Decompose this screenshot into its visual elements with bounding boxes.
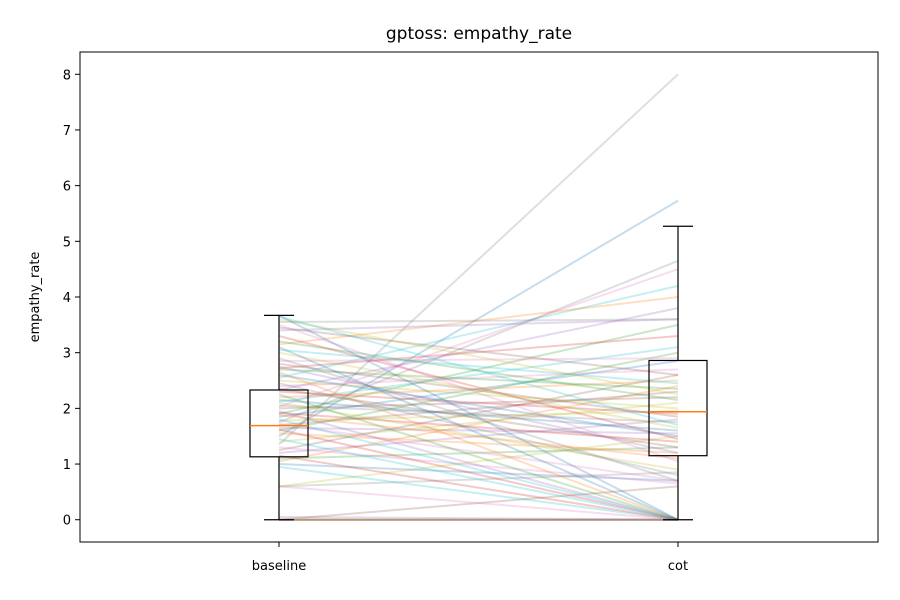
paired-line — [278, 393, 679, 521]
paired-line — [278, 432, 679, 454]
paired-line — [278, 446, 679, 460]
paired-line — [278, 379, 679, 410]
paired-line — [278, 454, 679, 521]
paired-line — [278, 401, 679, 443]
paired-line — [278, 390, 679, 427]
paired-line — [278, 404, 679, 424]
paired-line — [278, 446, 679, 485]
paired-line — [278, 410, 679, 521]
y-tick-label: 0 — [63, 514, 71, 529]
y-axis-label: empathy_rate — [28, 252, 43, 343]
paired-line — [278, 348, 679, 385]
paired-line — [278, 323, 679, 463]
paired-line — [278, 318, 679, 396]
paired-line — [278, 199, 679, 438]
paired-line — [278, 315, 679, 427]
paired-line — [278, 385, 679, 463]
paired-line — [278, 368, 679, 390]
chart-title: gptoss: empathy_rate — [386, 24, 572, 44]
paired-line — [278, 485, 679, 521]
paired-line — [278, 307, 679, 391]
paired-line — [278, 463, 679, 482]
paired-line — [278, 351, 679, 432]
paired-line — [278, 318, 679, 332]
paired-line — [278, 368, 679, 388]
paired-line — [278, 438, 679, 521]
paired-line — [278, 323, 679, 415]
y-axis: 0 1 2 3 4 5 6 7 8 — [63, 68, 80, 529]
paired-line — [278, 357, 679, 482]
y-tick-label: 2 — [63, 402, 71, 417]
paired-line — [278, 73, 679, 446]
paired-line — [278, 379, 679, 399]
y-tick-label: 8 — [63, 68, 71, 83]
paired-line — [278, 326, 679, 376]
y-tick-label: 1 — [63, 458, 71, 473]
paired-line — [278, 471, 679, 488]
paired-line — [278, 318, 679, 324]
x-tick-label-cot: cot — [668, 559, 688, 574]
paired-line — [278, 357, 679, 363]
paired-line — [278, 340, 679, 402]
paired-line — [278, 422, 679, 482]
paired-line — [278, 396, 679, 410]
y-tick-label: 3 — [63, 347, 71, 362]
x-axis: baseline cot — [252, 542, 688, 574]
paired-line — [278, 284, 679, 379]
paired-line — [278, 373, 679, 438]
paired-line — [278, 365, 679, 454]
paired-lines — [278, 73, 679, 521]
paired-line — [278, 418, 679, 521]
y-tick-label: 5 — [63, 235, 71, 250]
paired-line — [278, 360, 679, 418]
paired-line — [278, 401, 679, 471]
paired-line — [278, 373, 679, 452]
paired-line — [278, 465, 679, 521]
paired-line — [278, 296, 679, 346]
box — [249, 389, 309, 458]
paired-line — [278, 435, 679, 488]
boxplot-cot — [648, 225, 708, 521]
paired-line — [278, 346, 679, 403]
paired-line — [278, 414, 679, 460]
paired-line — [278, 346, 679, 521]
boxplot-baseline — [249, 314, 309, 521]
paired-line — [278, 515, 679, 521]
box — [648, 359, 708, 457]
paired-line — [278, 371, 679, 521]
y-tick-label: 6 — [63, 180, 71, 195]
paired-line — [278, 426, 679, 435]
paired-line — [278, 314, 679, 521]
paired-line — [278, 259, 679, 424]
paired-line — [278, 410, 679, 422]
paired-line — [278, 485, 679, 521]
paired-line — [278, 418, 679, 454]
paired-line — [278, 390, 679, 415]
paired-line — [278, 268, 679, 408]
y-tick-label: 4 — [63, 291, 71, 306]
paired-line — [278, 351, 679, 429]
paired-line — [278, 399, 679, 432]
x-tick-label-baseline: baseline — [252, 559, 306, 574]
paired-line — [278, 382, 679, 477]
paired-line — [278, 411, 679, 443]
paired-line — [278, 334, 679, 370]
plot-frame — [79, 51, 879, 543]
paired-line — [278, 387, 679, 449]
y-tick-label: 7 — [63, 124, 71, 139]
paired-line — [278, 428, 679, 521]
boxplots — [249, 225, 708, 521]
paired-line — [278, 362, 679, 418]
paired-line — [278, 335, 679, 440]
